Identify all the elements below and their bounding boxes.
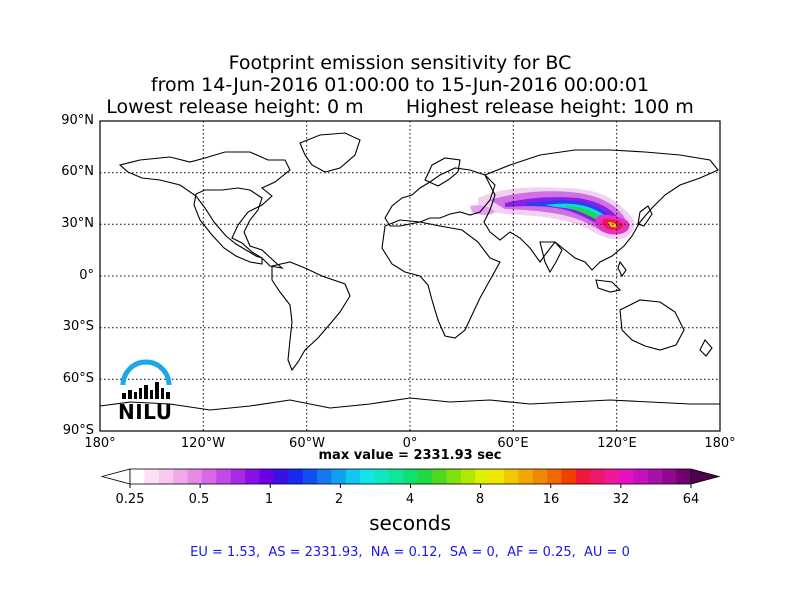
colorbar-tick-label: 32 [612, 492, 630, 507]
colorbar-segment [590, 469, 606, 484]
colorbar-segment [575, 469, 591, 484]
footprint-plume [470, 187, 635, 240]
lon-label-60e: 60°E [497, 436, 529, 451]
colorbar-segment [532, 469, 548, 484]
lon-label-180e: 180° [704, 436, 736, 451]
colorbar-segment [360, 469, 376, 484]
lat-label-0: 0° [79, 268, 94, 283]
colorbar-segment [173, 469, 189, 484]
colorbar-segment [259, 469, 275, 484]
colorbar-tick-label: 0.5 [188, 492, 210, 507]
colorbar-segment [547, 469, 563, 484]
colorbar-segment [273, 469, 289, 484]
lon-label-180w: 180° [84, 436, 116, 451]
colorbar-segment [388, 469, 404, 484]
colorbar-tick-label: 8 [475, 492, 485, 507]
colorbar-segment [417, 469, 433, 484]
colorbar-segment [475, 469, 491, 484]
colorbar-segment [288, 469, 304, 484]
colorbar-segment [518, 469, 534, 484]
colorbar-tick-label: 2 [334, 492, 344, 507]
colorbar-segment [317, 469, 332, 484]
colorbar-segment [245, 469, 260, 484]
colorbar-segment [619, 469, 634, 484]
colorbar-tick-label: 1 [264, 492, 274, 507]
colorbar-segment [446, 469, 462, 484]
colorbar-segment [230, 469, 246, 484]
lat-label-30s: 30°S [62, 319, 94, 334]
max-value-label: max value = 2331.93 sec [318, 448, 502, 463]
colorbar-segment [403, 469, 419, 484]
lat-label-30n: 30°N [61, 216, 94, 231]
colorbar-segment [676, 469, 692, 484]
colorbar-under-arrow [100, 468, 131, 485]
lon-label-120e: 120°E [597, 436, 637, 451]
colorbar-segment [187, 469, 203, 484]
colorbar-tick-label: 4 [405, 492, 415, 507]
colorbar-segment [144, 469, 160, 484]
colorbar-segment [345, 469, 361, 484]
colorbar-segment [561, 469, 577, 484]
colorbar-tick-label: 64 [682, 492, 700, 507]
colorbar-segment [489, 469, 505, 484]
colorbar-segment [201, 469, 217, 484]
colorbar-segment [302, 469, 318, 484]
colorbar-tick-label: 16 [542, 492, 560, 507]
colorbar-tick-label: 0.25 [115, 492, 145, 507]
colorbar [100, 468, 721, 488]
title-line-1: Footprint emission sensitivity for BC [228, 52, 572, 74]
colorbar-segment [460, 469, 476, 484]
colorbar-segment [662, 469, 678, 484]
lon-label-60w: 60°W [289, 436, 325, 451]
graticule [100, 121, 720, 431]
lat-label-90n: 90°N [61, 113, 94, 128]
colorbar-segment [374, 469, 390, 484]
lat-label-90s: 90°S [62, 423, 94, 438]
lon-label-0: 0° [402, 436, 418, 451]
colorbar-segment [158, 469, 174, 484]
lat-label-60n: 60°N [61, 164, 94, 179]
colorbar-over-arrow [690, 468, 721, 485]
title-line-3: Lowest release height: 0 m Highest relea… [106, 96, 694, 118]
colorbar-segment [130, 469, 145, 484]
colorbar-segment [504, 469, 519, 484]
title-line-2: from 14-Jun-2016 01:00:00 to 15-Jun-2016… [150, 74, 650, 96]
colorbar-unit-label: seconds [369, 511, 451, 535]
colorbar-segment [633, 469, 649, 484]
nilu-logo-text: NILU [118, 400, 173, 424]
colorbar-segment [216, 469, 232, 484]
colorbar-segment [604, 469, 620, 484]
regional-values: EU = 1.53, AS = 2331.93, NA = 0.12, SA =… [190, 545, 630, 560]
lon-label-120w: 120°W [180, 436, 226, 451]
colorbar-segment [432, 469, 447, 484]
map-panel [99, 120, 721, 432]
colorbar-segment [331, 469, 347, 484]
nilu-logo-graphic [120, 359, 172, 399]
colorbar-segment [647, 469, 663, 484]
lat-label-60s: 60°S [62, 371, 94, 386]
